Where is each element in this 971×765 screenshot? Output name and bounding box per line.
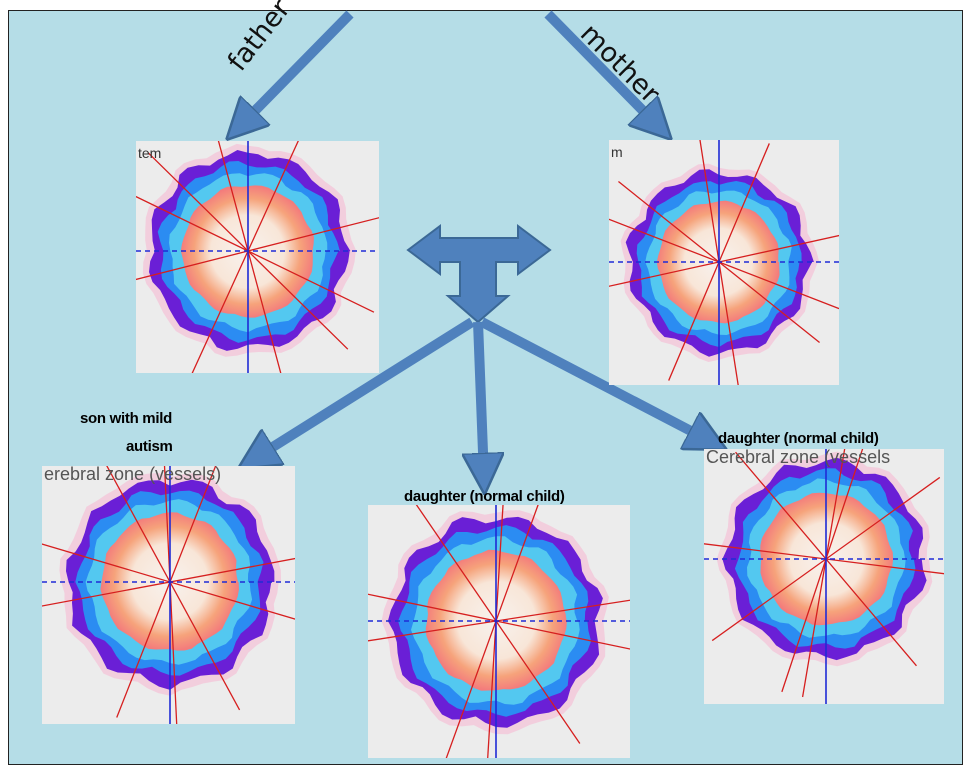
daughter-center-scan-panel [368, 505, 630, 758]
daughter-center-arrow [478, 321, 484, 478]
son-arrow [252, 317, 475, 460]
son-label-line1: son with mild [80, 410, 172, 427]
inheritance-connector-icon [406, 224, 552, 324]
son-panel-caption: erebral zone (vessels) [44, 466, 222, 484]
father-panel-caption: tem [138, 145, 162, 161]
son-label-line2: autism [126, 438, 173, 455]
father-arrow [238, 10, 354, 128]
daughter-right-label: daughter (normal child) [718, 430, 879, 447]
daughter-right-scan-panel: Cerebral zone (vessels [704, 449, 944, 704]
mother-panel-caption: m [611, 144, 623, 160]
daughter-right-arrow [479, 317, 712, 442]
daughter-right-panel-caption: Cerebral zone (vessels [706, 449, 891, 467]
mother-arrow [544, 10, 660, 128]
father-scan-panel: tem [136, 141, 379, 373]
daughter-center-label: daughter (normal child) [404, 488, 565, 505]
son-scan-panel: erebral zone (vessels) [42, 466, 295, 724]
mother-scan-panel: m [609, 140, 839, 385]
